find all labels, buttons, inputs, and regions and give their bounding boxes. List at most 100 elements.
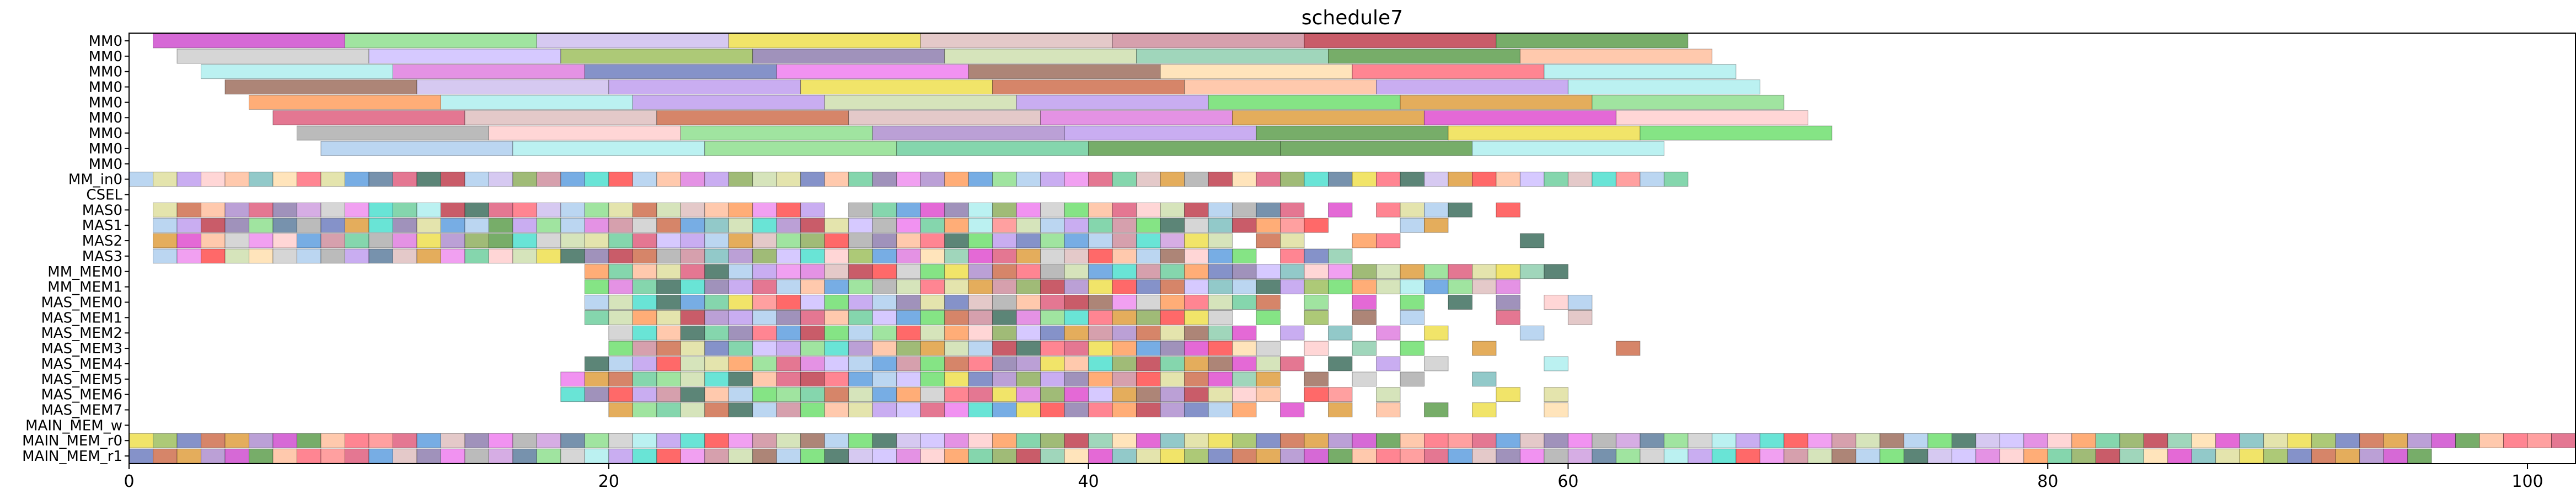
task-cell (753, 310, 777, 325)
task-cell (633, 326, 657, 340)
task-cell (776, 172, 801, 187)
task-cell (945, 357, 969, 371)
memory-cell (1016, 433, 1041, 448)
memory-cell (2456, 433, 2480, 448)
task-cell (801, 295, 825, 310)
memory-cell (1185, 449, 1209, 463)
task-cell (1041, 172, 1065, 187)
memory-cell (2288, 433, 2312, 448)
task-bar (1137, 49, 1329, 63)
task-cell (1544, 264, 1568, 279)
task-bar (1472, 141, 1664, 156)
memory-cell (177, 433, 201, 448)
task-cell (753, 387, 777, 402)
memory-cell (753, 433, 777, 448)
task-cell (1256, 295, 1281, 310)
task-cell (1448, 295, 1472, 310)
memory-cell (1856, 433, 1880, 448)
memory-cell (153, 433, 178, 448)
task-bar (776, 65, 968, 79)
task-cell (489, 203, 513, 217)
task-cell (1185, 233, 1209, 248)
task-cell (1185, 357, 1209, 371)
task-cell (1208, 403, 1233, 417)
task-cell (1304, 341, 1329, 355)
task-cell (776, 341, 801, 355)
memory-cell (1952, 433, 1976, 448)
memory-cell (801, 433, 825, 448)
task-bar (153, 34, 345, 48)
x-tick-label: 60 (1557, 472, 1578, 491)
memory-cell (633, 433, 657, 448)
memory-cell (2000, 449, 2024, 463)
task-cell (393, 233, 417, 248)
task-cell (513, 249, 537, 263)
memory-cell (2408, 449, 2432, 463)
task-cell (177, 233, 201, 248)
task-cell (1160, 310, 1185, 325)
task-bar (1208, 95, 1400, 109)
task-cell (993, 280, 1017, 294)
memory-cell (297, 433, 321, 448)
task-cell (1208, 218, 1233, 232)
task-cell (968, 249, 993, 263)
task-cell (945, 387, 969, 402)
task-cell (849, 172, 873, 187)
task-cell (897, 233, 921, 248)
task-cell (561, 233, 585, 248)
task-cell (1424, 326, 1449, 340)
task-cell (1233, 172, 1257, 187)
task-cell (729, 203, 753, 217)
memory-cell (1736, 433, 1760, 448)
memory-cell (1616, 449, 1640, 463)
task-cell (968, 233, 993, 248)
task-cell (1377, 387, 1401, 402)
task-cell (1424, 403, 1449, 417)
task-cell (1041, 310, 1065, 325)
task-cell (801, 233, 825, 248)
task-cell (1089, 249, 1113, 263)
task-cell (920, 387, 945, 402)
task-cell (945, 341, 969, 355)
memory-cell (1832, 433, 1856, 448)
memory-cell (1784, 449, 1808, 463)
task-cell (633, 249, 657, 263)
task-cell (920, 372, 945, 386)
task-cell (297, 203, 321, 217)
task-cell (945, 218, 969, 232)
task-cell (585, 233, 609, 248)
memory-cell (1256, 449, 1281, 463)
task-cell (1208, 249, 1233, 263)
task-cell (872, 403, 897, 417)
task-bar (1400, 95, 1592, 109)
task-cell (417, 233, 441, 248)
task-cell (1137, 295, 1161, 310)
task-cell (945, 280, 969, 294)
task-cell (1064, 203, 1089, 217)
task-cell (609, 280, 633, 294)
memory-cell (1064, 449, 1089, 463)
task-cell (609, 357, 633, 371)
task-cell (1281, 357, 1305, 371)
memory-cell (1041, 449, 1065, 463)
task-cell (945, 172, 969, 187)
memory-cell (1496, 433, 1520, 448)
task-cell (1208, 326, 1233, 340)
task-bar (657, 110, 849, 125)
memory-cell (1688, 433, 1712, 448)
task-cell (1496, 310, 1520, 325)
task-cell (1377, 403, 1401, 417)
memory-cell (1377, 449, 1401, 463)
task-bar (1041, 110, 1233, 125)
task-cell (1160, 387, 1185, 402)
task-cell (920, 295, 945, 310)
task-cell (753, 295, 777, 310)
task-cell (585, 172, 609, 187)
task-cell (1472, 372, 1497, 386)
task-cell (633, 218, 657, 232)
task-cell (1424, 218, 1449, 232)
task-cell (801, 326, 825, 340)
memory-cell (513, 433, 537, 448)
task-cell (393, 172, 417, 187)
y-tick-label: MM0 (89, 141, 122, 157)
